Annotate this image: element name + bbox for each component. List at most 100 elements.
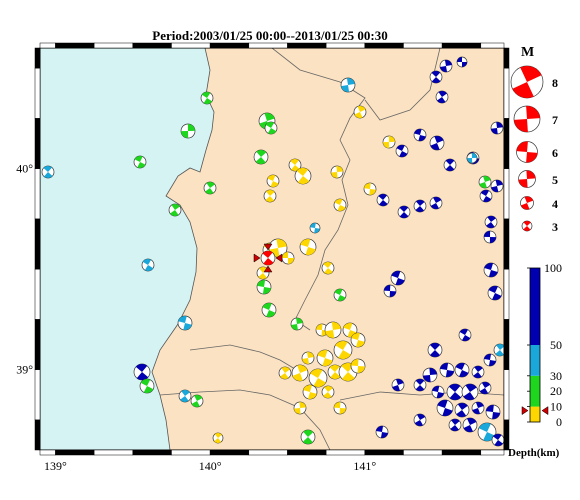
earthquake-event [180,123,196,139]
earthquake-event [413,128,427,142]
earthquake-event [413,378,427,392]
earthquake-event [422,367,438,383]
earthquake-event [483,230,497,244]
earthquake-event [462,417,478,433]
earthquake-event [309,222,321,234]
earthquake-event [490,179,504,193]
depth-band [530,345,540,376]
earthquake-event [435,90,449,104]
latest-event-marker [275,253,283,263]
magnitude-legend-label: 7 [552,113,558,127]
earthquake-event [443,158,457,172]
earthquake-event [477,422,497,442]
earthquake-event [458,328,472,342]
earthquake-event [376,193,390,207]
depth-tick-label: 100 [544,261,562,275]
earthquake-event [461,383,479,401]
earthquake-event [483,353,497,367]
latest-event-marker [253,253,261,263]
earthquake-event [342,322,358,338]
depth-tick-label: 50 [550,338,562,352]
earthquake-event [439,59,453,73]
magnitude-legend-label: 8 [552,76,558,90]
latitude-tick-label: 39° [16,363,33,377]
earthquake-event [263,189,277,203]
earthquake-event [190,394,204,408]
longitude-tick-label: 141° [353,459,376,473]
earthquake-event [315,323,329,337]
earthquake-event [429,70,443,84]
earthquake-event [141,258,155,272]
earthquake-event [454,362,470,378]
earthquake-event [382,135,396,149]
earthquake-event [203,181,217,195]
magnitude-legend-symbol [521,220,533,232]
earthquake-event [413,199,427,213]
latest-event-depth-marker [541,406,549,416]
latitude-tick-label: 40° [16,162,33,176]
magnitude-legend-symbol [520,196,534,210]
earthquake-event [41,165,55,179]
earthquake-event [471,401,485,415]
earthquake-event [333,288,347,302]
magnitude-legend-symbol [516,141,538,163]
earthquake-event [456,56,468,68]
earthquake-event [484,215,498,229]
earthquake-event [300,429,316,445]
earthquake-event [340,77,356,93]
earthquake-event [448,418,462,432]
depth-band [530,375,540,407]
earthquake-event [350,358,366,374]
earthquake-event [333,401,347,415]
earthquake-event [256,279,272,295]
magnitude-legend-heading: M [521,45,534,60]
earthquake-event [350,332,366,348]
land-area [151,48,504,450]
earthquake-event [321,261,335,275]
earthquake-event [375,425,389,439]
earthquake-event [439,362,455,378]
earthquake-event [321,385,335,399]
magnitude-legend-label: 4 [552,197,558,211]
earthquake-event [490,121,504,135]
earthquake-event [324,321,342,339]
earthquake-event [431,385,445,399]
depth-band [530,268,540,345]
earthquake-event [493,343,504,357]
earthquake-event [294,167,312,185]
earthquake-event [391,378,405,392]
depth-tick-label: 20 [550,384,562,398]
latest-event-depth-marker [521,406,529,416]
earthquake-event [478,175,492,189]
latest-event-marker [263,265,273,273]
earthquake-event [291,364,309,382]
earthquake-event [429,135,445,151]
depth-band [530,406,540,422]
depth-tick-label: 0 [556,415,562,429]
earthquake-event [333,198,347,212]
depth-axis-label: Depth(km) [508,447,560,459]
earthquake-event [264,121,278,135]
earthquake-event [266,174,280,188]
magnitude-legend-symbol [518,170,536,188]
earthquake-event [281,251,295,265]
earthquake-event [177,315,193,331]
earthquake-event [293,401,307,415]
earthquake-event [454,402,470,418]
earthquake-event [383,284,397,298]
map-title: Period:2003/01/25 00:00--2013/01/25 00:3… [152,28,388,43]
earthquake-event [395,144,409,158]
magnitude-legend-label: 5 [552,173,558,187]
earthquake-event [485,404,501,420]
magnitude-legend-label: 3 [552,220,558,234]
depth-tick-label: 10 [550,400,562,414]
earthquake-event [290,317,304,331]
earthquake-event [253,149,269,165]
earthquake-event [316,349,334,367]
earthquake-event [200,91,214,105]
earthquake-event [139,378,155,394]
earthquake-event [330,165,344,179]
earthquake-event [308,368,328,388]
earthquake-event [436,399,454,417]
